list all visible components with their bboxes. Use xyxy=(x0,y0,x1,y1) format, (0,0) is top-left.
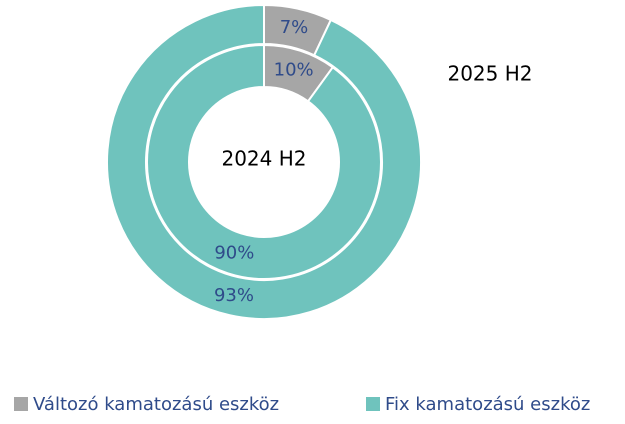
value-label: 93% xyxy=(214,285,254,306)
value-label: 7% xyxy=(280,17,309,38)
ring-label: 2024 H2 xyxy=(221,147,306,171)
legend-label: Változó kamatozású eszköz xyxy=(33,394,279,415)
value-label: 90% xyxy=(214,242,254,263)
legend-swatch xyxy=(14,397,28,411)
value-label: 10% xyxy=(274,60,314,81)
legend-label: Fix kamatozású eszköz xyxy=(385,394,590,415)
donut-segment xyxy=(146,43,382,280)
legend-swatch xyxy=(366,397,380,411)
ring-label: 2025 H2 xyxy=(447,62,532,86)
